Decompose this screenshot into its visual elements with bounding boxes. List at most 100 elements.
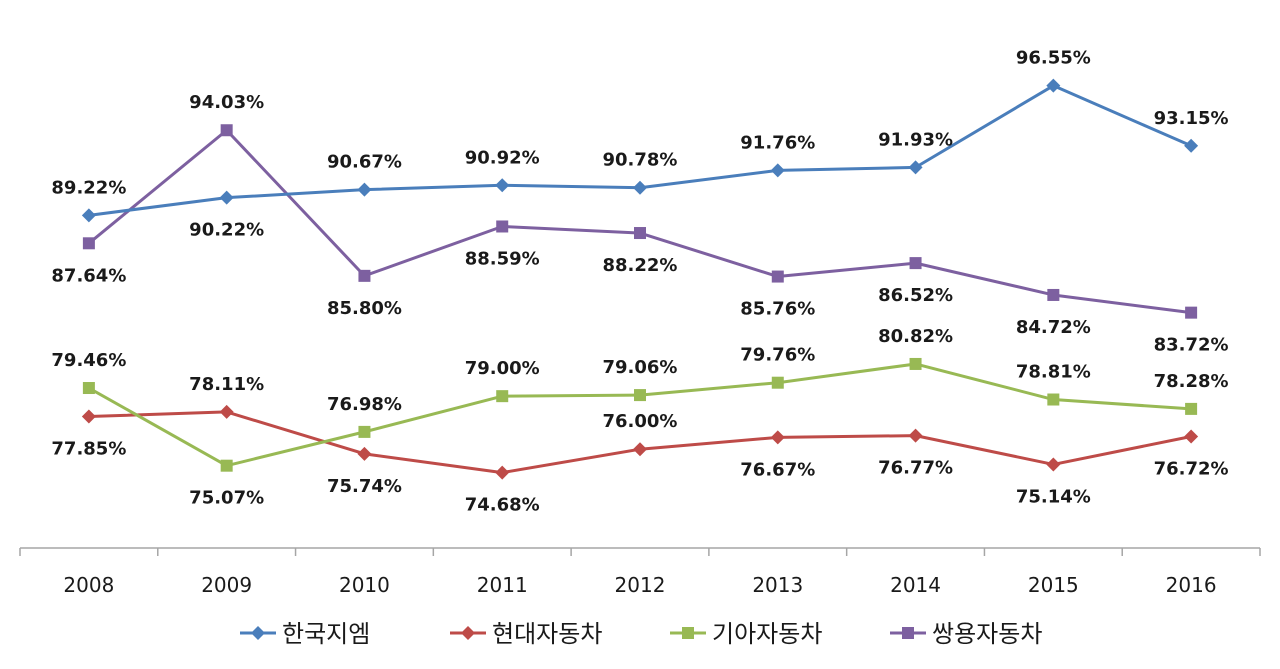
data-label: 76.00% xyxy=(603,411,678,432)
x-tick-label: 2013 xyxy=(752,573,803,597)
legend-label: 기아자동차 xyxy=(712,620,822,648)
series-2 xyxy=(82,357,1198,472)
legend-marker xyxy=(682,627,694,639)
data-label: 79.76% xyxy=(740,345,815,366)
data-label: 86.52% xyxy=(878,285,953,306)
data-label: 75.74% xyxy=(327,476,402,497)
data-label: 78.81% xyxy=(1016,362,1091,383)
data-point xyxy=(633,442,647,457)
data-label: 76.77% xyxy=(878,458,953,479)
data-label: 88.22% xyxy=(603,255,678,276)
data-label: 90.67% xyxy=(327,152,402,173)
data-label: 90.22% xyxy=(189,220,264,241)
legend-item: 쌍용자동차 xyxy=(890,620,1042,648)
x-tick-label: 2014 xyxy=(890,573,941,597)
series-0 xyxy=(81,78,1199,223)
data-label: 94.03% xyxy=(189,92,264,113)
data-point xyxy=(770,430,785,445)
data-label: 75.07% xyxy=(189,488,264,509)
data-point xyxy=(634,227,646,240)
data-point xyxy=(908,428,923,443)
data-label: 87.64% xyxy=(51,265,126,286)
x-tick-label: 2016 xyxy=(1166,573,1217,597)
series-3 xyxy=(82,124,1198,319)
data-point xyxy=(1185,402,1198,415)
data-point xyxy=(1184,429,1199,444)
data-label: 79.06% xyxy=(603,357,678,378)
data-point xyxy=(771,270,784,283)
data-labels: 89.22% 90.22% 90.67% 90.92% 90.78% 91.76% 91.9… xyxy=(51,48,1228,516)
data-point xyxy=(1046,457,1061,472)
series-layer xyxy=(81,78,1199,480)
data-label: 96.55% xyxy=(1016,48,1091,69)
data-label: 91.93% xyxy=(878,129,953,150)
legend-label: 한국지엠 xyxy=(282,620,370,648)
data-label: 76.98% xyxy=(327,394,402,415)
x-tick-label: 2010 xyxy=(339,573,390,597)
data-point xyxy=(1184,138,1199,153)
legend-item: 현대자동차 xyxy=(450,620,602,648)
legend-label: 쌍용자동차 xyxy=(932,620,1042,648)
legend-item: 한국지엠 xyxy=(240,620,370,648)
data-point xyxy=(357,446,372,461)
data-label: 85.76% xyxy=(740,299,815,320)
data-label: 77.85% xyxy=(51,439,126,460)
legend-marker xyxy=(461,626,475,640)
data-point xyxy=(357,182,372,197)
data-point xyxy=(81,409,96,424)
data-point xyxy=(633,180,647,195)
data-label: 79.46% xyxy=(51,350,126,371)
data-point xyxy=(495,178,510,193)
legend-label: 현대자동차 xyxy=(492,620,602,648)
data-label: 75.14% xyxy=(1016,486,1091,507)
series-1 xyxy=(81,404,1199,480)
legend-item: 기아자동차 xyxy=(670,620,822,648)
data-label: 88.59% xyxy=(465,248,540,269)
data-point xyxy=(908,160,923,175)
data-label: 79.00% xyxy=(465,358,540,379)
x-tick-label: 2012 xyxy=(615,573,666,597)
x-tick-label: 2009 xyxy=(201,573,252,597)
data-label: 83.72% xyxy=(1154,335,1229,356)
data-point xyxy=(1047,393,1060,406)
legend-marker xyxy=(902,627,914,639)
data-label: 76.67% xyxy=(740,459,815,480)
data-point xyxy=(634,389,646,402)
data-label: 84.72% xyxy=(1016,317,1091,338)
x-tick-label: 2008 xyxy=(63,573,114,597)
data-label: 74.68% xyxy=(465,495,540,516)
x-tick-label: 2015 xyxy=(1028,573,1079,597)
data-label: 78.11% xyxy=(189,374,264,395)
data-label: 80.82% xyxy=(878,326,953,347)
data-label: 90.78% xyxy=(603,150,678,171)
x-axis-ticks xyxy=(19,548,1261,556)
data-label: 91.76% xyxy=(740,132,815,153)
data-point xyxy=(496,220,509,233)
data-point xyxy=(81,208,96,223)
data-point xyxy=(771,376,784,389)
legend: 한국지엠 현대자동차 기아자동차 쌍용자동차 xyxy=(240,620,1042,648)
data-label: 85.80% xyxy=(327,298,402,319)
data-label: 89.22% xyxy=(51,177,126,198)
data-point xyxy=(770,163,785,178)
data-point xyxy=(1185,306,1198,319)
x-tick-label: 2011 xyxy=(477,573,528,597)
data-point xyxy=(220,459,233,472)
data-label: 90.92% xyxy=(465,147,540,168)
data-label: 78.28% xyxy=(1154,371,1229,392)
data-point xyxy=(219,190,234,205)
data-point xyxy=(495,465,510,480)
data-point xyxy=(219,404,234,419)
data-point xyxy=(496,390,509,403)
data-point xyxy=(82,382,95,395)
data-point xyxy=(909,357,922,370)
data-label: 76.72% xyxy=(1154,458,1229,479)
data-point xyxy=(1046,78,1061,93)
data-point xyxy=(82,237,95,250)
data-point xyxy=(220,124,233,137)
data-point xyxy=(909,257,922,270)
data-point xyxy=(1047,288,1060,301)
data-point xyxy=(358,425,371,438)
legend-marker xyxy=(251,626,265,640)
